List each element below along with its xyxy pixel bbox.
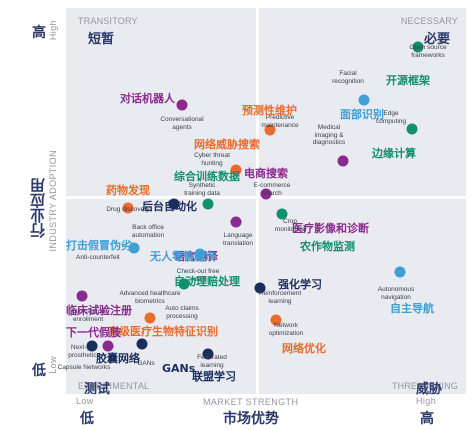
quadrant-label-necessary: NECESSARY [400,16,458,26]
item-dot-18 [394,266,406,278]
item-dot-2 [358,94,370,106]
item-dot-11 [168,198,180,210]
quadrant-label-transitory-cn: 短暂 [88,32,115,47]
y-low-en: Low [48,356,58,374]
item-label-cn-18: 自主导航 [390,302,434,315]
item-label-en-20: Advanced healthcare biometrics [119,290,181,305]
item-dot-19 [76,290,88,302]
item-label-cn-21: 网络优化 [282,342,326,355]
item-label-en-13: Crop monitoring [274,218,306,233]
item-label-cn-23: 胶囊网络 [96,352,140,365]
item-label-en-22: Next-gen prosthetics [68,344,100,359]
item-dot-7 [337,155,349,167]
item-label-en-2: Facial recognition [332,70,364,85]
item-label-cn-13: 农作物监测 [300,240,355,253]
quadrant-plot: TRANSITORY 短暂 NECESSARY 必要 EXPERIMENTAL … [58,8,466,394]
item-label-en-6: Cyber threat hunting [194,152,230,167]
item-label-cn-19: 临床试验注册 [66,304,132,317]
item-label-cn-11: 后台自动化 [142,200,197,213]
item-label-en-8: Synthetic training data [184,182,220,197]
y-high-en: High [48,20,58,41]
item-label-en-1: Open source frameworks [409,44,447,59]
item-label-en-5: Predictive maintenance [261,114,299,129]
item-label-cn-2: 面部识别 [340,108,384,121]
item-label-cn-15: 无人零售超市 [150,250,216,263]
item-label-cn-17: 强化学习 [278,278,322,291]
item-label-en-24: GANs [137,360,155,367]
item-dot-10 [122,202,134,214]
quadrant-transitory [66,8,256,196]
item-label-en-17: Reinforcement learning [258,290,302,305]
item-label-cn-6: 网络威胁搜索 [194,138,260,151]
quadrant-threatening [259,199,466,394]
item-label-en-23: Capsule Networks [57,364,111,371]
item-label-cn-8: 综合训练数据 [174,170,240,183]
x-high-cn: 高 [420,411,434,427]
item-label-en-18: Autonomous navigation [377,286,415,301]
item-dot-14 [128,242,140,254]
item-dot-24 [136,338,148,350]
item-label-cn-24: GANs [162,362,196,375]
item-label-en-4: Conversational agents [160,116,204,131]
item-label-en-14: Anti-counterfeit [76,254,120,261]
item-dot-16 [178,278,190,290]
item-label-cn-14: 打击假冒伪劣 [66,239,132,252]
item-dot-13 [276,208,288,220]
x-axis-title-en: MARKET STRENGTH [203,397,299,407]
item-dot-17 [254,282,266,294]
item-label-en-15: Check-out free retail [176,268,220,283]
item-label-en-9: E-commerce search [253,182,291,197]
item-label-en-3: Edge computing [376,110,406,125]
x-low-cn: 低 [80,411,94,427]
item-label-en-7: Medical imaging & diagnostics [312,124,346,146]
x-high-en: High [416,396,437,406]
item-dot-4 [176,99,188,111]
item-dot-20 [144,312,156,324]
item-dot-15 [194,248,206,260]
item-label-en-21: Network optimization [268,322,304,337]
item-label-cn-20: 高级医疗生物特征识别 [108,325,218,338]
item-dot-5 [264,124,276,136]
quadrant-label-transitory: TRANSITORY [78,16,138,26]
item-dot-3 [406,123,418,135]
x-axis-title-cn: 市场优势 [223,411,279,427]
item-dot-22 [102,340,114,352]
item-label-en-12: Language translation [223,232,253,247]
item-dot-25 [202,348,214,360]
item-label-en-11: Back office automation [131,224,165,239]
y-low-cn: 低 [32,363,46,379]
item-label-cn-4: 对话机器人 [120,92,175,105]
item-label-cn-5: 预测性维护 [242,104,297,117]
item-dot-6 [230,164,242,176]
quadrant-label-experimental-cn: 测试 [84,382,111,397]
quadrant-label-necessary-cn: 必要 [423,32,450,47]
quadrant-label-threatening-cn: 威胁 [416,382,443,397]
item-dot-21 [270,314,282,326]
quadrant-experimental [66,199,256,394]
quadrant-label-threatening: THREATENING [391,381,458,391]
item-dot-1 [412,41,424,53]
y-axis-title-en: INDUSTRY ADOPTION [48,150,58,252]
item-label-cn-7: 医疗影像和诊断 [292,222,369,235]
item-label-en-16: Auto claims processing [165,305,199,320]
item-label-en-25: Federated learning [197,354,227,369]
item-label-cn-16: 自动理赔处理 [174,275,240,288]
item-label-en-19: Clinical trial enrollment [71,308,105,323]
item-label-cn-9: 电商搜索 [244,167,288,180]
item-dot-9 [260,188,272,200]
y-axis-title-cn: 行业应用 [29,178,47,238]
item-label-cn-22: 下一代假肢 [66,326,121,339]
item-dot-23 [86,340,98,352]
item-dot-12 [230,216,242,228]
item-label-cn-3: 边缘计算 [372,147,416,160]
item-label-cn-25: 联盟学习 [192,370,236,383]
quadrant-label-experimental: EXPERIMENTAL [78,381,150,391]
item-label-cn-1: 开源框架 [386,74,430,87]
item-label-cn-10: 药物发现 [106,184,150,197]
y-high-cn: 高 [32,25,46,41]
x-low-en: Low [76,396,94,406]
item-dot-8 [202,198,214,210]
item-label-en-10: Drug discovery [106,206,150,213]
